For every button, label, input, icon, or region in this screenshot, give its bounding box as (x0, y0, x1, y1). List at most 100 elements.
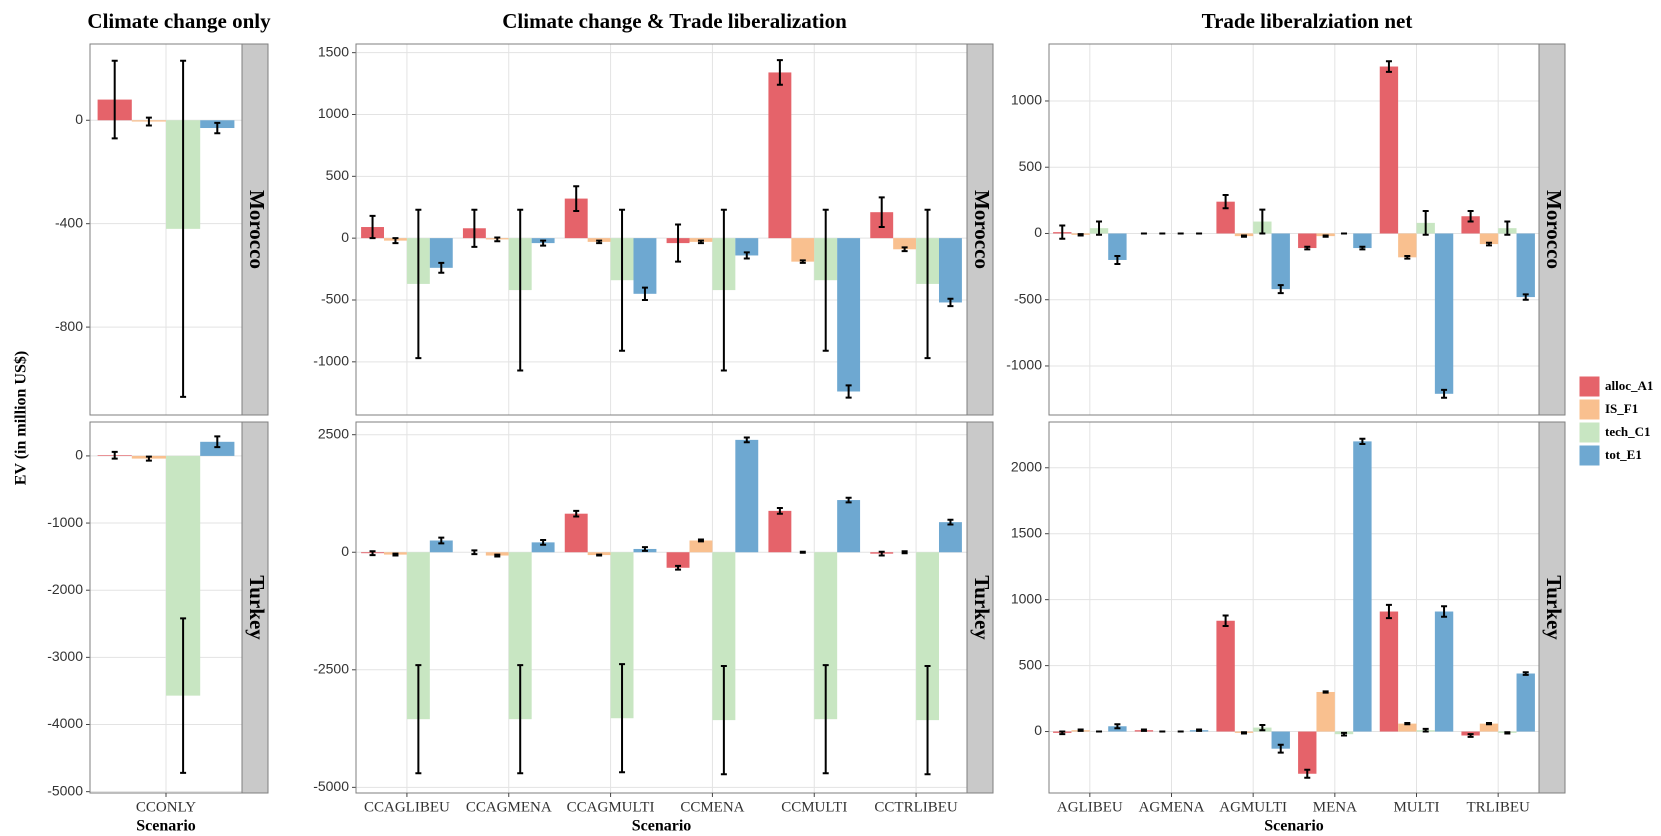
error-bar (641, 286, 648, 301)
bar (1398, 723, 1417, 732)
bar (531, 542, 555, 553)
error-bar (720, 665, 727, 776)
bar (768, 72, 792, 239)
error-bar (1422, 727, 1429, 733)
bar (1216, 201, 1235, 234)
x-tick-label: AGMULTI (1219, 799, 1287, 815)
y-tick-label: 1000 (1011, 92, 1042, 108)
facet-strip (966, 421, 994, 794)
error-bar (392, 552, 399, 557)
bar (1353, 233, 1372, 249)
bar (633, 238, 657, 294)
x-tick-label: CCMENA (680, 799, 744, 815)
facet-label: Turkey (970, 575, 994, 640)
bar (735, 439, 759, 553)
bar (712, 552, 736, 721)
error-bar (1322, 690, 1329, 694)
error-bar (1504, 731, 1511, 735)
bar (508, 552, 532, 720)
error-bar (540, 539, 547, 546)
error-bar (1259, 208, 1266, 235)
bar (1353, 441, 1372, 732)
y-tick-label: -2500 (313, 661, 349, 677)
error-bar (799, 550, 806, 554)
error-bar (517, 664, 524, 775)
facet-label: Morocco (245, 190, 269, 269)
facet-label: Turkey (245, 575, 269, 640)
y-tick-label: 2500 (318, 425, 349, 441)
y-tick-label: 1000 (318, 105, 349, 121)
column-title: Climate change only (87, 9, 271, 33)
y-tick-label: 0 (1034, 722, 1042, 738)
bar (1271, 233, 1290, 290)
y-tick-label: -500 (1014, 290, 1042, 306)
y-tick-label: 0 (75, 447, 83, 463)
bar (1298, 233, 1317, 249)
x-tick-label: CCONLY (136, 799, 196, 815)
x-tick-label: CCAGMULTI (567, 799, 655, 815)
error-bar (822, 208, 829, 352)
y-tick-label: 2000 (1011, 458, 1042, 474)
error-bar (596, 553, 603, 557)
y-axis-label: EV (in million US$) (13, 351, 30, 485)
legend-key (1578, 421, 1601, 444)
y-tick-label: 1500 (1011, 524, 1042, 540)
error-bar (1277, 284, 1284, 295)
facet-strip (1538, 421, 1566, 794)
y-tick-label: -2000 (47, 581, 83, 597)
error-bar (675, 564, 682, 571)
y-tick-label: 1500 (318, 43, 349, 59)
error-bar (573, 509, 580, 518)
error-bar (214, 435, 221, 449)
error-bar (438, 536, 445, 545)
error-bar (1240, 234, 1247, 238)
bar (1461, 216, 1480, 234)
legend-key (1578, 444, 1601, 467)
bar (200, 441, 235, 456)
error-bar (1077, 233, 1084, 237)
bar (689, 540, 713, 553)
x-tick-label: AGMENA (1139, 799, 1205, 815)
error-bar (369, 550, 376, 557)
bar (837, 238, 861, 392)
bar (735, 238, 759, 256)
panel-border (1048, 421, 1540, 794)
bar (1434, 611, 1454, 732)
facet-strip (1538, 43, 1566, 416)
column-title: Climate change & Trade liberalization (502, 9, 847, 33)
error-bar (1304, 245, 1311, 251)
error-bar (1341, 731, 1348, 737)
error-bar (494, 236, 501, 243)
error-bar (619, 208, 626, 352)
error-bar (1385, 60, 1392, 73)
error-bar (1385, 603, 1392, 620)
error-bar (1359, 245, 1366, 251)
error-bar (392, 237, 399, 245)
facet-label: Morocco (970, 190, 994, 269)
y-tick-label: -5000 (47, 782, 83, 798)
error-bar (1259, 723, 1266, 732)
error-bar (720, 208, 727, 372)
error-bar (180, 59, 187, 398)
error-bar (845, 496, 852, 504)
bar (1516, 233, 1535, 298)
error-bar (1441, 388, 1448, 399)
error-bar (1304, 768, 1311, 779)
facet-label: Turkey (1542, 575, 1566, 640)
error-bar (180, 617, 187, 774)
bar (564, 513, 588, 553)
y-tick-label: -1000 (47, 514, 83, 530)
column-title: Trade liberalziation net (1202, 9, 1413, 33)
y-tick-label: 500 (326, 167, 350, 183)
error-bar (799, 259, 806, 264)
y-tick-label: 500 (1019, 158, 1043, 174)
error-bar (573, 185, 580, 212)
bar (1108, 233, 1127, 260)
x-tick-label: CCAGLIBEU (364, 799, 450, 815)
bar (1398, 233, 1417, 258)
error-bar (540, 239, 547, 247)
error-bar (1114, 723, 1121, 730)
bar (938, 522, 962, 553)
y-tick-label: -3000 (47, 648, 83, 664)
x-tick-label: CCTRLIBEU (874, 799, 958, 815)
